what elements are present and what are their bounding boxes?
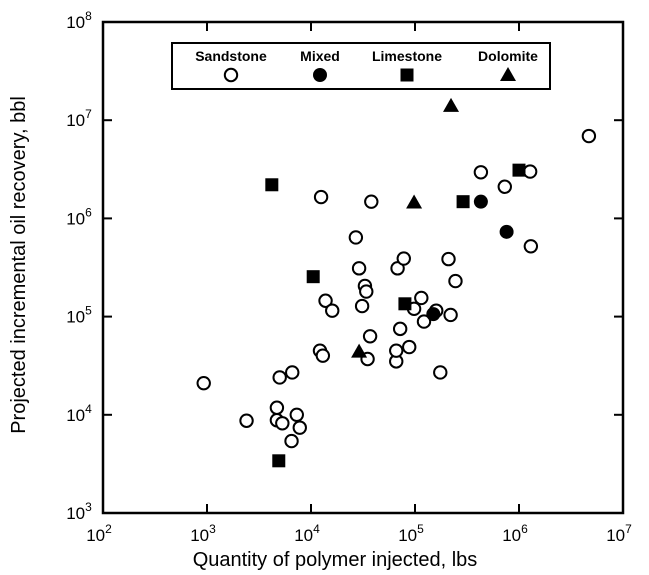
sandstone-point xyxy=(318,293,333,308)
sandstone-point xyxy=(522,164,538,179)
dolomite-point xyxy=(406,194,423,209)
dolomite-point xyxy=(351,343,368,358)
dolomite-point xyxy=(443,97,460,112)
sandstone-point xyxy=(581,128,597,144)
plot-frame xyxy=(101,20,625,515)
sandstone-point xyxy=(523,239,539,254)
y-tick-label: 107 xyxy=(66,107,92,130)
x-tick-label: 105 xyxy=(398,522,424,545)
sandstone-point xyxy=(196,375,211,391)
y-tick-label: 103 xyxy=(66,500,92,523)
y-tick-label: 104 xyxy=(66,402,92,425)
sandstone-point xyxy=(392,321,408,337)
sandstone-point xyxy=(433,365,448,380)
sandstone-point xyxy=(473,165,489,180)
x-axis-label: Quantity of polymer injected, lbs xyxy=(193,549,478,571)
legend: Sandstone Mixed Limestone Dolomite xyxy=(171,42,551,90)
sandstone-point xyxy=(441,251,456,267)
sandstone-point xyxy=(272,370,287,385)
sandstone-point xyxy=(396,251,411,266)
sandstone-point xyxy=(351,261,367,276)
limestone-point xyxy=(272,454,286,468)
legend-label-sandstone: Sandstone xyxy=(195,48,267,64)
sandstone-point xyxy=(285,365,300,380)
data-points xyxy=(196,97,597,468)
x-tick-labels: 102 103 104 105 106 107 xyxy=(86,522,632,545)
limestone-point xyxy=(265,178,279,192)
sandstone-point xyxy=(239,413,254,428)
legend-label-limestone: Limestone xyxy=(372,48,442,64)
sandstone-point xyxy=(402,339,417,355)
legend-marker-mixed xyxy=(313,68,327,82)
y-tick-label: 106 xyxy=(66,205,92,228)
y-tick-label: 108 xyxy=(66,9,92,32)
limestone-point xyxy=(512,163,526,177)
sandstone-point xyxy=(362,329,378,344)
legend-label-dolomite: Dolomite xyxy=(478,48,538,64)
y-tick-label: 105 xyxy=(66,304,92,327)
axis-ticks xyxy=(102,21,624,514)
legend-marker-limestone xyxy=(400,68,414,82)
sandstone-point xyxy=(416,314,432,329)
limestone-point xyxy=(398,297,412,311)
legend-label-mixed: Mixed xyxy=(300,48,340,64)
x-tick-label: 106 xyxy=(502,522,528,545)
sandstone-point xyxy=(497,179,512,194)
x-tick-label: 102 xyxy=(86,522,112,545)
sandstone-point xyxy=(354,298,370,314)
x-tick-label: 103 xyxy=(190,522,216,545)
sandstone-point xyxy=(448,273,463,289)
mixed-point xyxy=(499,224,514,239)
limestone-point xyxy=(306,270,320,284)
sandstone-point xyxy=(315,348,331,363)
limestone-point xyxy=(456,195,470,209)
plot-area-border xyxy=(101,20,625,515)
y-axis-label: Projected incremental oil recovery, bbl xyxy=(8,96,30,434)
legend-marker-dolomite xyxy=(500,67,516,81)
mixed-point xyxy=(426,307,441,322)
sandstone-point xyxy=(325,303,340,318)
sandstone-point xyxy=(284,433,299,449)
x-tick-label: 107 xyxy=(606,522,632,545)
mixed-point xyxy=(473,194,488,209)
sandstone-point xyxy=(275,416,290,431)
sandstone-point xyxy=(389,343,404,358)
sandstone-point xyxy=(364,194,379,209)
legend-marker-sandstone xyxy=(223,67,239,83)
legend-box xyxy=(171,42,551,90)
sandstone-point xyxy=(313,189,329,205)
sandstone-point xyxy=(348,230,364,245)
sandstone-point xyxy=(414,290,429,306)
sandstone-point xyxy=(269,400,285,415)
sandstone-point xyxy=(289,407,304,422)
sandstone-point xyxy=(443,307,458,323)
y-tick-labels: 103 104 105 106 107 108 xyxy=(66,9,92,523)
x-tick-label: 104 xyxy=(294,522,320,545)
sandstone-point xyxy=(359,284,374,299)
sandstone-point xyxy=(292,420,307,435)
